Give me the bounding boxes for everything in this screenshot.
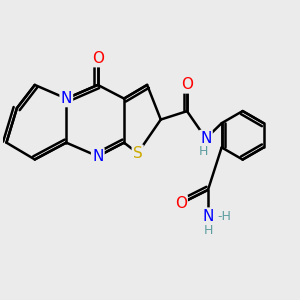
Text: N: N <box>61 91 72 106</box>
Text: N: N <box>200 131 212 146</box>
Text: N: N <box>202 208 214 224</box>
Text: O: O <box>181 77 193 92</box>
Text: N: N <box>92 149 103 164</box>
Text: H: H <box>198 145 208 158</box>
Text: -H: -H <box>217 210 231 223</box>
Text: H: H <box>203 224 213 237</box>
Text: O: O <box>175 196 187 211</box>
Text: O: O <box>92 51 104 66</box>
Text: S: S <box>133 146 142 160</box>
